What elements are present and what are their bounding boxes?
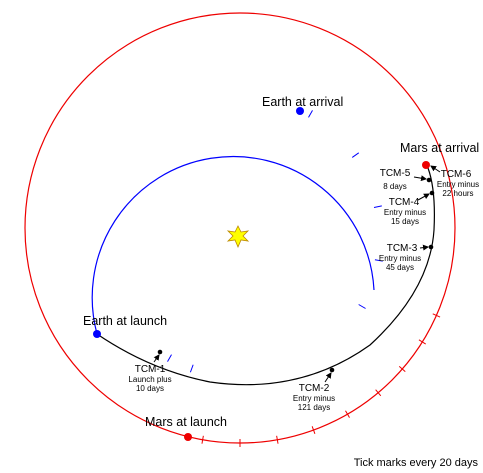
tcm-detail: Launch plus — [128, 375, 171, 384]
label: Earth at launch — [83, 314, 167, 328]
tcm-detail: 15 days — [391, 217, 419, 226]
earth-orbit — [91, 155, 375, 335]
tcm-dot — [429, 190, 435, 196]
tick — [345, 410, 350, 418]
arrow — [324, 372, 332, 383]
tick — [351, 152, 360, 158]
arrow — [419, 244, 429, 251]
tcm-label: TCM-6 — [441, 169, 472, 180]
arrow — [153, 354, 160, 363]
tick — [432, 313, 441, 318]
earth-launch-dot — [93, 330, 101, 338]
arrow — [417, 193, 430, 201]
tcm-label: TCM-5 — [380, 168, 411, 179]
earth-arrival-dot — [296, 107, 304, 115]
tick — [374, 259, 383, 262]
tick — [418, 339, 426, 345]
tcm-6: TCM-6 Entry minus 22 hours — [430, 165, 479, 198]
tcm-2: TCM-2 Entry minus 121 days — [293, 367, 335, 412]
tcm-dot — [157, 349, 163, 355]
tick — [311, 426, 316, 434]
tick — [375, 389, 382, 397]
tick — [308, 110, 313, 118]
tcm-detail: Entry minus — [437, 180, 479, 189]
tcm-detail: 10 days — [136, 384, 164, 393]
tick — [201, 435, 204, 444]
mars-launch-dot — [184, 433, 192, 441]
tcm-detail: 8 days — [383, 182, 407, 191]
mars-arrival-dot — [422, 161, 430, 169]
tcm-dot — [428, 244, 434, 250]
tcm-label: TCM-1 — [135, 364, 166, 375]
tcm-label: TCM-2 — [299, 383, 330, 394]
tick — [398, 366, 406, 373]
label: Mars at arrival — [400, 141, 479, 155]
tcm-label: TCM-4 — [389, 197, 420, 208]
tick — [373, 205, 382, 209]
tcm-detail: 45 days — [386, 263, 414, 272]
mars-orbit — [24, 12, 456, 444]
tcm-detail: Entry minus — [384, 208, 426, 217]
label: Mars at launch — [145, 415, 227, 429]
footnote: Tick marks every 20 days — [354, 457, 479, 469]
tcm-1: TCM-1 Launch plus 10 days — [128, 349, 172, 393]
tick — [167, 354, 172, 362]
tcm-detail: 22 hours — [442, 189, 473, 198]
tick — [189, 364, 194, 373]
arrow — [413, 175, 427, 182]
tcm-dot — [426, 177, 432, 183]
tcm-label: TCM-3 — [387, 243, 418, 254]
tcm-detail: Entry minus — [293, 394, 335, 403]
tick — [276, 435, 279, 444]
sun — [226, 225, 250, 249]
tcm-dot — [329, 367, 335, 373]
transfer-trajectory — [96, 167, 435, 386]
tcm-detail: 121 days — [298, 403, 330, 412]
tick — [358, 304, 366, 309]
label: Earth at arrival — [262, 95, 343, 109]
tcm-3: TCM-3 Entry minus 45 days — [379, 243, 434, 272]
tcm-4: TCM-4 Entry minus 15 days — [384, 190, 435, 226]
tcm-5: TCM-5 8 days — [380, 168, 432, 191]
tcm-detail: Entry minus — [379, 254, 421, 263]
arrow — [430, 165, 441, 173]
